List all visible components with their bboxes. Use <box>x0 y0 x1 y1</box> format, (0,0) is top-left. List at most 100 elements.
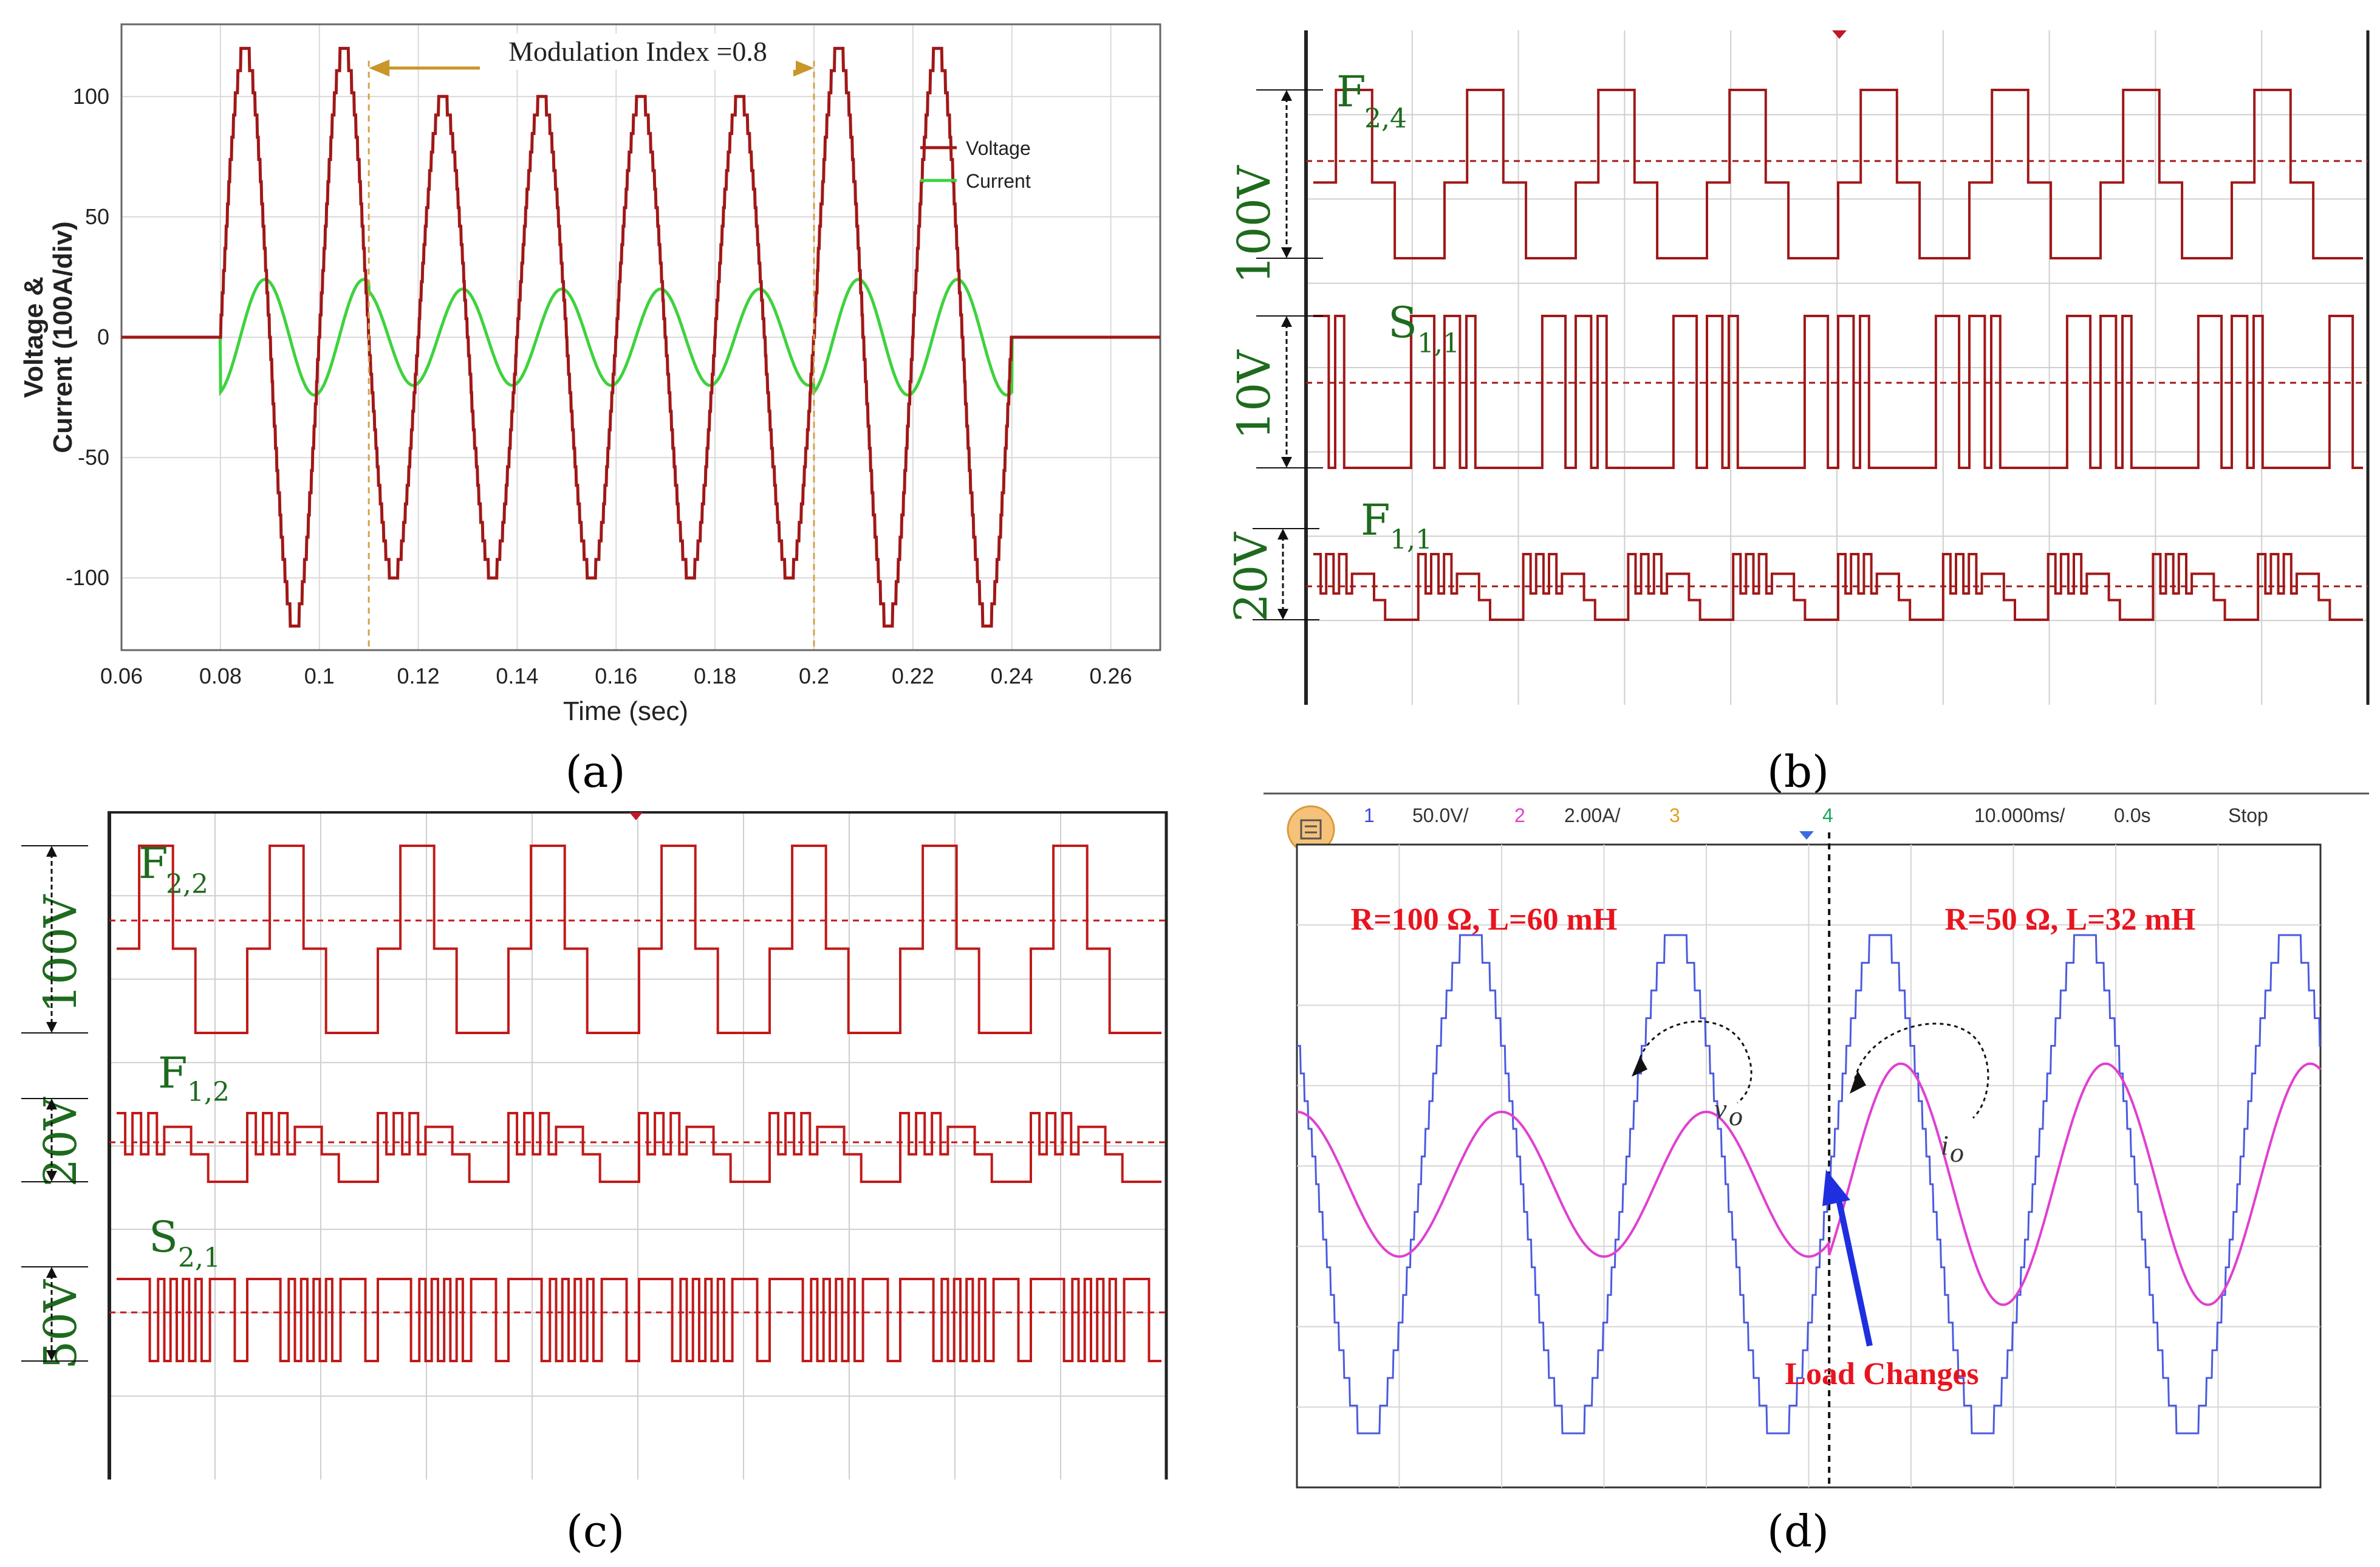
scale-label-20v: 20V <box>1225 532 1277 622</box>
vo-pointer-head <box>1632 1056 1647 1077</box>
trace-f11-line <box>1313 553 2363 621</box>
trace-sub-f22: 2,2 <box>166 869 208 900</box>
io-label-sub: o <box>1950 1137 1964 1168</box>
panel-b-scope: F 2,4 S 1,1 F 1,1 100V 10V 20V <box>1225 30 2370 705</box>
scale-arrow-head <box>1277 529 1288 540</box>
panel-a-ticks: 0.06 0.08 0.1 0.12 0.14 0.16 0.18 0.2 0.22 0.24 0.… <box>66 84 1132 688</box>
vo-label-sub: o <box>1729 1100 1743 1131</box>
y-tick-label: -50 <box>78 445 109 470</box>
load-change-arrow <box>1834 1190 1873 1347</box>
panel-c-scope: F 2,2 F 1,2 S 2,1 100V 20V 50V <box>21 811 1168 1480</box>
channel-2-label: 2 <box>1514 804 1525 826</box>
trace-sub-f24: 2,4 <box>1364 103 1407 134</box>
trigger-marker-icon <box>629 812 643 820</box>
panel-c-traces <box>109 845 1166 1362</box>
trace-sub-s21: 2,1 <box>178 1243 221 1274</box>
x-tick-label: 0.06 <box>100 663 143 688</box>
voltage-series-line <box>121 47 1160 628</box>
scale-arrow-head <box>46 1171 57 1182</box>
panel-c-label-3: S 2,1 <box>149 1212 221 1274</box>
panel-a-chart: 0.06 0.08 0.1 0.12 0.14 0.16 0.18 0.2 0.22 0.24 0.… <box>19 23 1161 726</box>
trace-s21-line <box>117 1278 1161 1362</box>
menu-icon <box>1300 819 1322 840</box>
panel-c-label-2: F 1,2 <box>158 1048 230 1108</box>
trigger-marker-icon <box>1832 30 1847 39</box>
modulation-arrowhead-right <box>793 60 814 77</box>
x-tick-label: 0.14 <box>496 663 538 688</box>
scale-arrow-head <box>46 1099 57 1109</box>
scale-arrow-head <box>46 1350 57 1361</box>
scale-arrow-head <box>46 1022 57 1033</box>
x-tick-label: 0.18 <box>694 663 736 688</box>
scale-arrow-head <box>1281 247 1292 258</box>
y-tick-label: -100 <box>66 565 109 590</box>
trace-f12-line <box>117 1112 1161 1183</box>
modulation-index-annotation: Modulation Index =0.8 <box>508 36 767 67</box>
trace-label-f24: F <box>1336 67 1366 117</box>
scale-arrow-head <box>1281 90 1292 101</box>
time-offset-readout: 0.0s <box>2114 804 2150 826</box>
load-after-label: R=50 Ω, L=32 mH <box>1945 902 2196 937</box>
trace-label-f11: F <box>1361 495 1390 545</box>
scale-label-100v: 100V <box>35 894 87 1013</box>
caption-b: (b) <box>1767 746 1829 797</box>
trace-label-f22: F <box>138 838 168 888</box>
channel-4-label: 4 <box>1822 804 1833 826</box>
scale-label-50v: 50V <box>35 1279 87 1370</box>
vo-pointer <box>1636 1020 1753 1104</box>
caption-a: (a) <box>565 746 625 797</box>
scale-arrow-head <box>46 1267 57 1278</box>
y-axis-label-line1: Voltage & <box>19 276 49 398</box>
scale-label-10v: 10V <box>1228 349 1281 440</box>
channel-2-scale: 2.00A/ <box>1564 804 1621 826</box>
annotation-bg <box>480 33 796 70</box>
x-tick-label: 0.2 <box>799 663 829 688</box>
load-change-arrowhead <box>1822 1170 1850 1206</box>
io-pointer-head <box>1850 1071 1866 1094</box>
run-status-readout: Stop <box>2228 804 2268 826</box>
scale-label-20v: 20V <box>35 1097 87 1187</box>
panel-b-traces <box>1306 89 2368 621</box>
x-tick-label: 0.12 <box>397 663 440 688</box>
panel-b-label-2: S 1,1 <box>1388 298 1460 359</box>
panel-c-scale-arrows <box>21 845 88 1362</box>
legend-current-label: Current <box>966 170 1031 192</box>
panel-b-label-1: F 2,4 <box>1336 67 1407 134</box>
caption-c: (c) <box>566 1506 625 1557</box>
panel-b-scale-arrows <box>1253 89 1323 620</box>
x-tick-label: 0.1 <box>304 663 335 688</box>
scale-arrow-head <box>1281 316 1292 327</box>
panel-d-grid <box>1297 845 2320 1487</box>
trace-f22-line <box>117 845 1161 1034</box>
scale-arrow-head <box>1277 609 1288 620</box>
trace-f24-line <box>1313 89 2363 259</box>
x-tick-label: 0.22 <box>892 663 934 688</box>
scale-arrow-head <box>46 846 57 857</box>
y-axis-label-line2: Current (100A/div) <box>48 221 78 453</box>
trigger-marker-icon <box>1799 831 1814 840</box>
load-changes-label: Load Changes <box>1785 1357 1978 1391</box>
x-tick-label: 0.26 <box>1090 663 1132 688</box>
channel-1-label: 1 <box>1364 804 1375 826</box>
trace-s11-line <box>1313 315 2363 469</box>
vo-label: v <box>1714 1093 1727 1124</box>
timebase-readout: 10.000ms/ <box>1974 804 2065 826</box>
panel-d-scope: 1 50.0V/ 2 2.00A/ 3 4 10.000ms/ 0.0s Sto… <box>1264 792 2369 1489</box>
channel-1-scale: 50.0V/ <box>1412 804 1469 826</box>
panel-b-label-3: F 1,1 <box>1361 495 1432 555</box>
panel-c-label-1: F 2,2 <box>138 838 208 900</box>
io-label: i <box>1941 1130 1949 1161</box>
x-axis-label: Time (sec) <box>563 696 688 726</box>
caption-d: (d) <box>1767 1506 1829 1557</box>
x-tick-label: 0.16 <box>595 663 637 688</box>
y-tick-label: 100 <box>73 84 109 109</box>
vo-series-line <box>1297 934 2321 1435</box>
scale-arrow-head <box>1281 457 1292 468</box>
x-tick-label: 0.08 <box>199 663 242 688</box>
trace-sub-f11: 1,1 <box>1390 524 1432 555</box>
current-series-line <box>121 278 1160 397</box>
trace-label-s21: S <box>149 1212 178 1262</box>
y-tick-label: 0 <box>97 324 109 349</box>
trace-label-s11: S <box>1388 298 1417 348</box>
load-before-label: R=100 Ω, L=60 mH <box>1351 902 1618 937</box>
